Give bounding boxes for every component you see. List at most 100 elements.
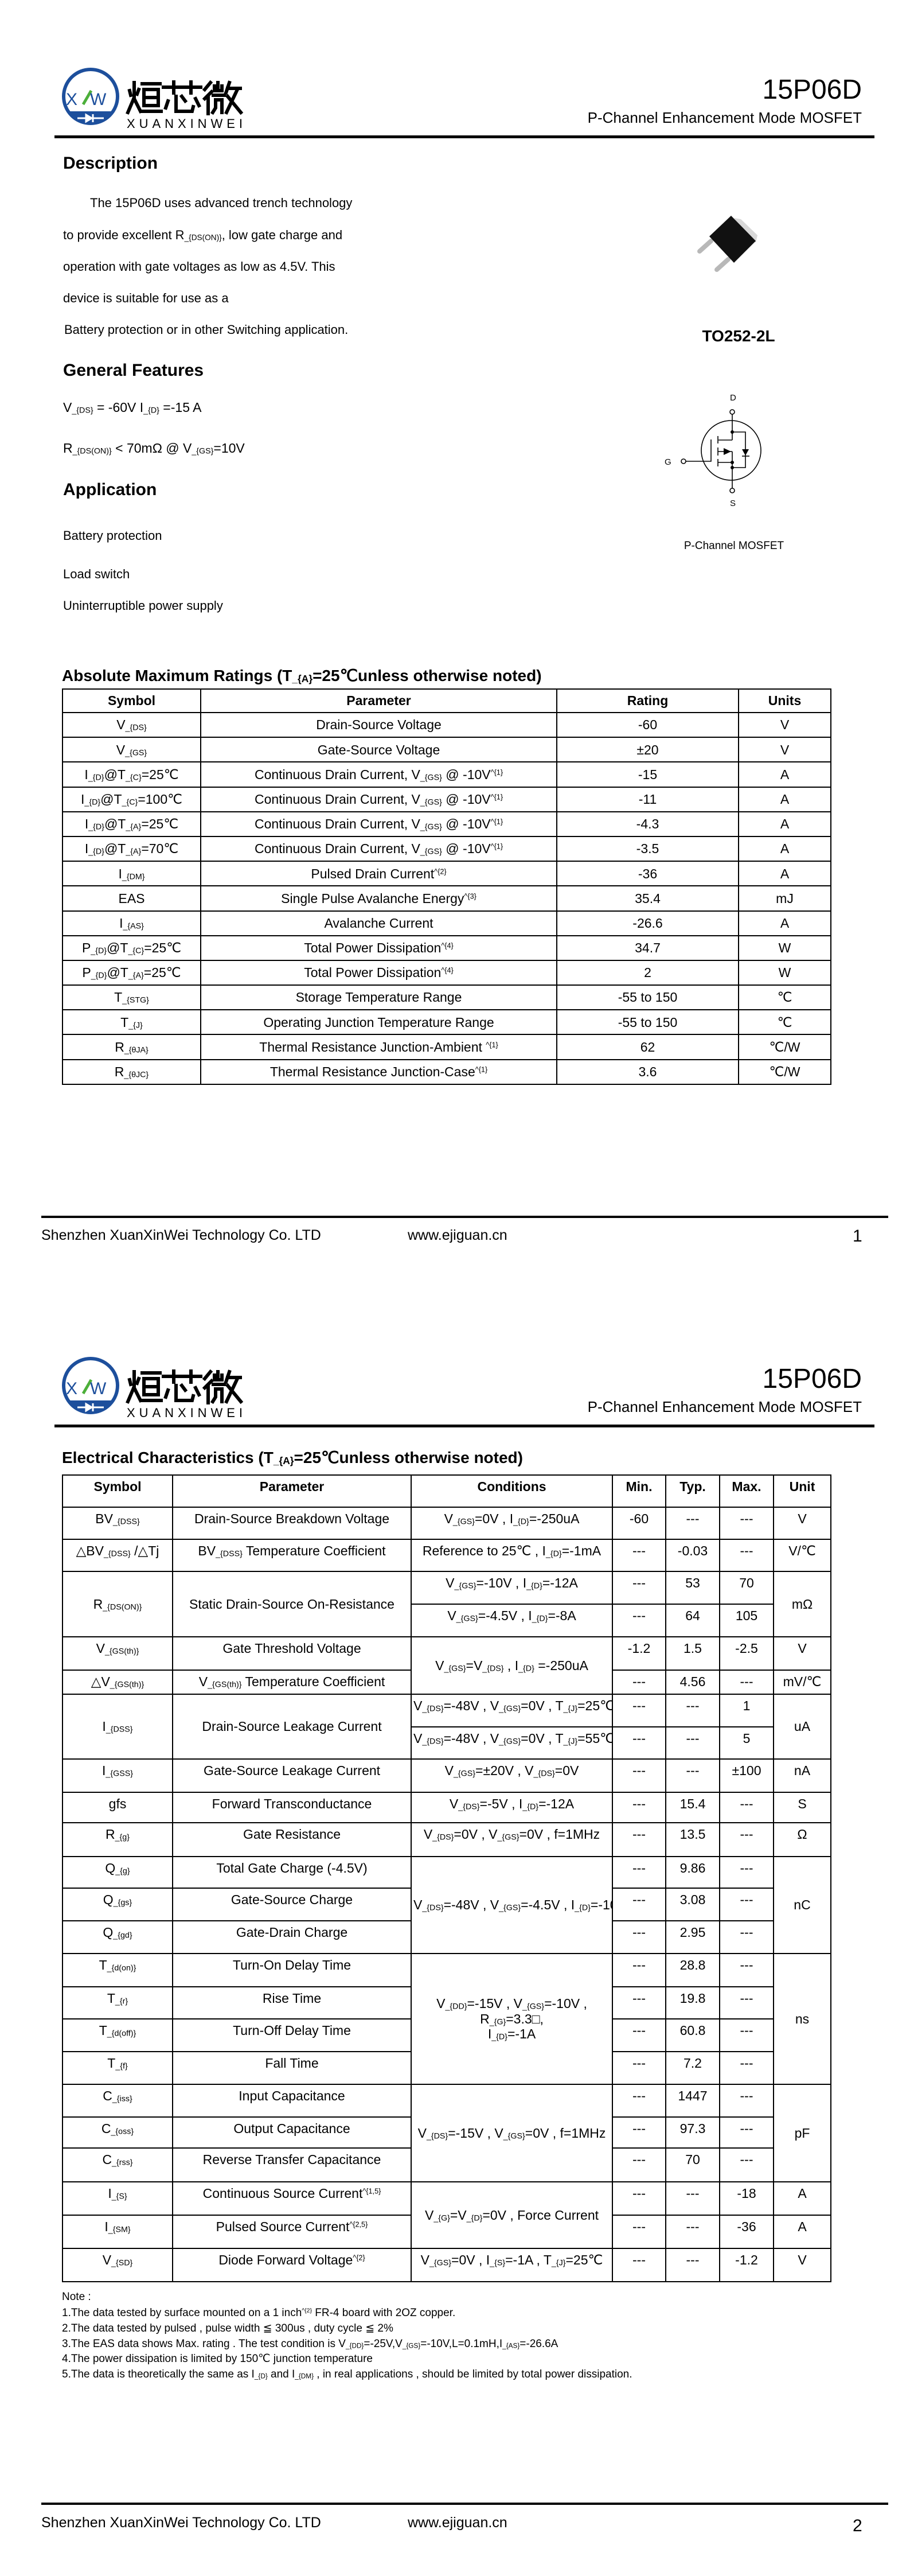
cell-symbol: T_{d(on)} [62, 1953, 173, 1987]
col-rating: Rating [556, 688, 739, 713]
description-line: operation with gate voltages as low as 4… [63, 259, 335, 274]
cell-parameter: Rise Time [172, 1986, 412, 2019]
table-row: I_{GSS} Gate-Source Leakage Current V_{GS}… [62, 1758, 831, 1793]
cell-parameter: Single Pulse Avalanche Energy^{3} [200, 885, 557, 912]
cell-symbol: C_{rss} [62, 2147, 173, 2182]
description-heading: Description [63, 154, 158, 173]
footer-url[interactable]: www.ejiguan.cn [408, 1227, 507, 1243]
cell-min: --- [612, 1822, 666, 1857]
cell-symbol: I_{DM} [62, 861, 201, 887]
abs-max-table: Symbol Parameter Rating Units V_{DS} Drai… [62, 688, 831, 1085]
cell-symbol: C_{oss} [62, 2116, 173, 2149]
footer-url[interactable]: www.ejiguan.cn [408, 2515, 507, 2531]
cell-parameter: Forward Transconductance [172, 1792, 412, 1823]
cell-parameter: Gate Resistance [172, 1822, 412, 1857]
cell-symbol: △V_{GS(th)} [62, 1670, 173, 1695]
table-row: I_{D}@T_{C}=25℃ Continuous Drain Current,… [62, 761, 831, 788]
table-row: △BV_{DSS} /△Tj BV_{DSS} Temperature Coeff… [62, 1539, 831, 1572]
cell-rating: -36 [556, 861, 739, 887]
cell-rating: -11 [556, 786, 739, 812]
table-row: I_{D}@T_{A}=25℃ Continuous Drain Current,… [62, 811, 831, 837]
cell-typ: 70 [665, 2147, 720, 2182]
cell-conditions: V_{GS}=0V , I_{S}=-1A , T_{J}=25℃ [411, 2248, 613, 2282]
cell-unit: V [773, 2248, 831, 2282]
electrical-table: Symbol Parameter Conditions Min. Typ. Ma… [62, 1474, 831, 2282]
cell-typ: 4.56 [665, 1670, 720, 1695]
table-header-row: Symbol Parameter Rating Units [62, 688, 831, 713]
table-row: I_{SM} Pulsed Source Current^{2,5} --- --- -… [62, 2215, 831, 2249]
cell-symbol: Q_{g} [62, 1856, 173, 1889]
cell-rating: -55 to 150 [556, 1009, 739, 1036]
table-row: Q_{gd} Gate-Drain Charge --- 2.95 --- [62, 1920, 831, 1954]
table-row: △V_{GS(th)} V_{GS(th)} Temperature Coeffi… [62, 1670, 831, 1695]
cell-conditions: V_{DS}=-5V , I_{D}=-12A [411, 1792, 613, 1823]
cell-parameter: Gate-Drain Charge [172, 1920, 412, 1954]
cell-typ: 64 [665, 1604, 720, 1637]
cell-min: --- [612, 1792, 666, 1823]
cell-symbol: P_{D}@T_{A}=25℃ [62, 959, 201, 986]
application-item: Uninterruptible power supply [63, 598, 223, 613]
cell-unit: mΩ [773, 1571, 831, 1637]
cell-rating: 62 [556, 1034, 739, 1060]
cell-max: --- [719, 1822, 774, 1857]
gate-label: G [665, 457, 671, 467]
cell-conditions: V_{GS}=-10V , I_{D}=-12A [411, 1571, 613, 1605]
cell-symbol: I_{DSS} [62, 1694, 173, 1760]
cell-parameter: Continuous Drain Current, V_{GS} @ -10V^… [200, 761, 557, 788]
cell-unit: mV/℃ [773, 1670, 831, 1695]
cell-typ: 60.8 [665, 2018, 720, 2052]
cell-min: --- [612, 1539, 666, 1572]
device-subtitle: P-Channel Enhancement Mode MOSFET [587, 1398, 862, 1415]
cell-rating: 35.4 [556, 885, 739, 912]
cell-typ: --- [665, 1758, 720, 1793]
part-number: 15P06D [762, 75, 862, 105]
table-row: V_{DS}=-48V , V_{GS}=0V , T_{J}=55℃ --- --… [63, 1726, 831, 1760]
table-row: EAS Single Pulse Avalanche Energy^{3} 35.4… [62, 885, 831, 912]
cell-conditions: V_{DS}=-48V , V_{GS}=-4.5V , I_{D}=-10A [411, 1856, 613, 1954]
diode-icon [77, 1402, 104, 1412]
cell-parameter: Gate Threshold Voltage [172, 1636, 412, 1671]
cell-parameter: Output Capacitance [172, 2116, 412, 2149]
cell-min: --- [612, 2248, 666, 2282]
table-row: T_{f} Fall Time --- 7.2 --- [62, 2051, 831, 2085]
description-line: device is suitable for use as a [63, 291, 229, 305]
cell-min: -1.2 [612, 1636, 666, 1671]
cell-unit: nA [773, 1758, 831, 1793]
cell-symbol: I_{D}@T_{A}=70℃ [62, 835, 201, 862]
col-unit: Unit [773, 1474, 831, 1508]
cell-parameter: Gate-Source Leakage Current [172, 1758, 412, 1793]
cell-rating: 2 [556, 959, 739, 986]
cell-symbol: I_{AS} [62, 910, 201, 936]
schematic-caption: P-Channel MOSFET [684, 540, 784, 552]
svg-text:W: W [90, 90, 107, 109]
cell-max: --- [719, 1986, 774, 2019]
description-line: to provide excellent R_{DS(ON)}, low gat… [63, 228, 343, 242]
cell-max: -2.5 [719, 1636, 774, 1671]
cell-units: A [738, 786, 831, 812]
svg-text:XUANXINWEI: XUANXINWEI [127, 116, 243, 131]
cell-symbol: T_{d(off)} [62, 2018, 173, 2052]
table-row: I_{AS} Avalanche Current -26.6 A [62, 910, 831, 936]
cell-symbol: BV_{DSS} [62, 1507, 173, 1540]
cell-min: --- [612, 1571, 666, 1605]
cell-symbol: gfs [62, 1792, 173, 1823]
cell-min: --- [612, 1604, 666, 1637]
cell-symbol: T_{J} [62, 1009, 201, 1036]
cell-rating: -60 [556, 711, 739, 738]
feature-item: R_{DS(ON)} < 70mΩ @ V_{GS}=10V [63, 441, 245, 456]
table-row: V_{GS(th)} Gate Threshold Voltage V_{GS}=V… [62, 1636, 831, 1695]
svg-text:XUANXINWEI: XUANXINWEI [127, 1406, 243, 1420]
col-min: Min. [612, 1474, 666, 1508]
cell-units: W [738, 935, 831, 961]
company-logo: X W XUANXINWEI [62, 68, 244, 131]
table-row: R_{θJC} Thermal Resistance Junction-Case^… [62, 1059, 831, 1085]
table-row: I_{D}@T_{A}=70℃ Continuous Drain Current,… [62, 835, 831, 862]
cell-rating: -3.5 [556, 835, 739, 862]
cell-units: ℃ [738, 985, 831, 1011]
cell-symbol: EAS [62, 885, 201, 912]
cell-conditions: Reference to 25℃ , I_{D}=-1mA [411, 1539, 613, 1572]
cell-typ: -0.03 [665, 1539, 720, 1572]
application-item: Battery protection [63, 528, 162, 543]
table-row: gfs Forward Transconductance V_{DS}=-5V , … [62, 1792, 831, 1823]
electrical-title: Electrical Characteristics (T_{A}=25℃unl… [62, 1449, 523, 1467]
